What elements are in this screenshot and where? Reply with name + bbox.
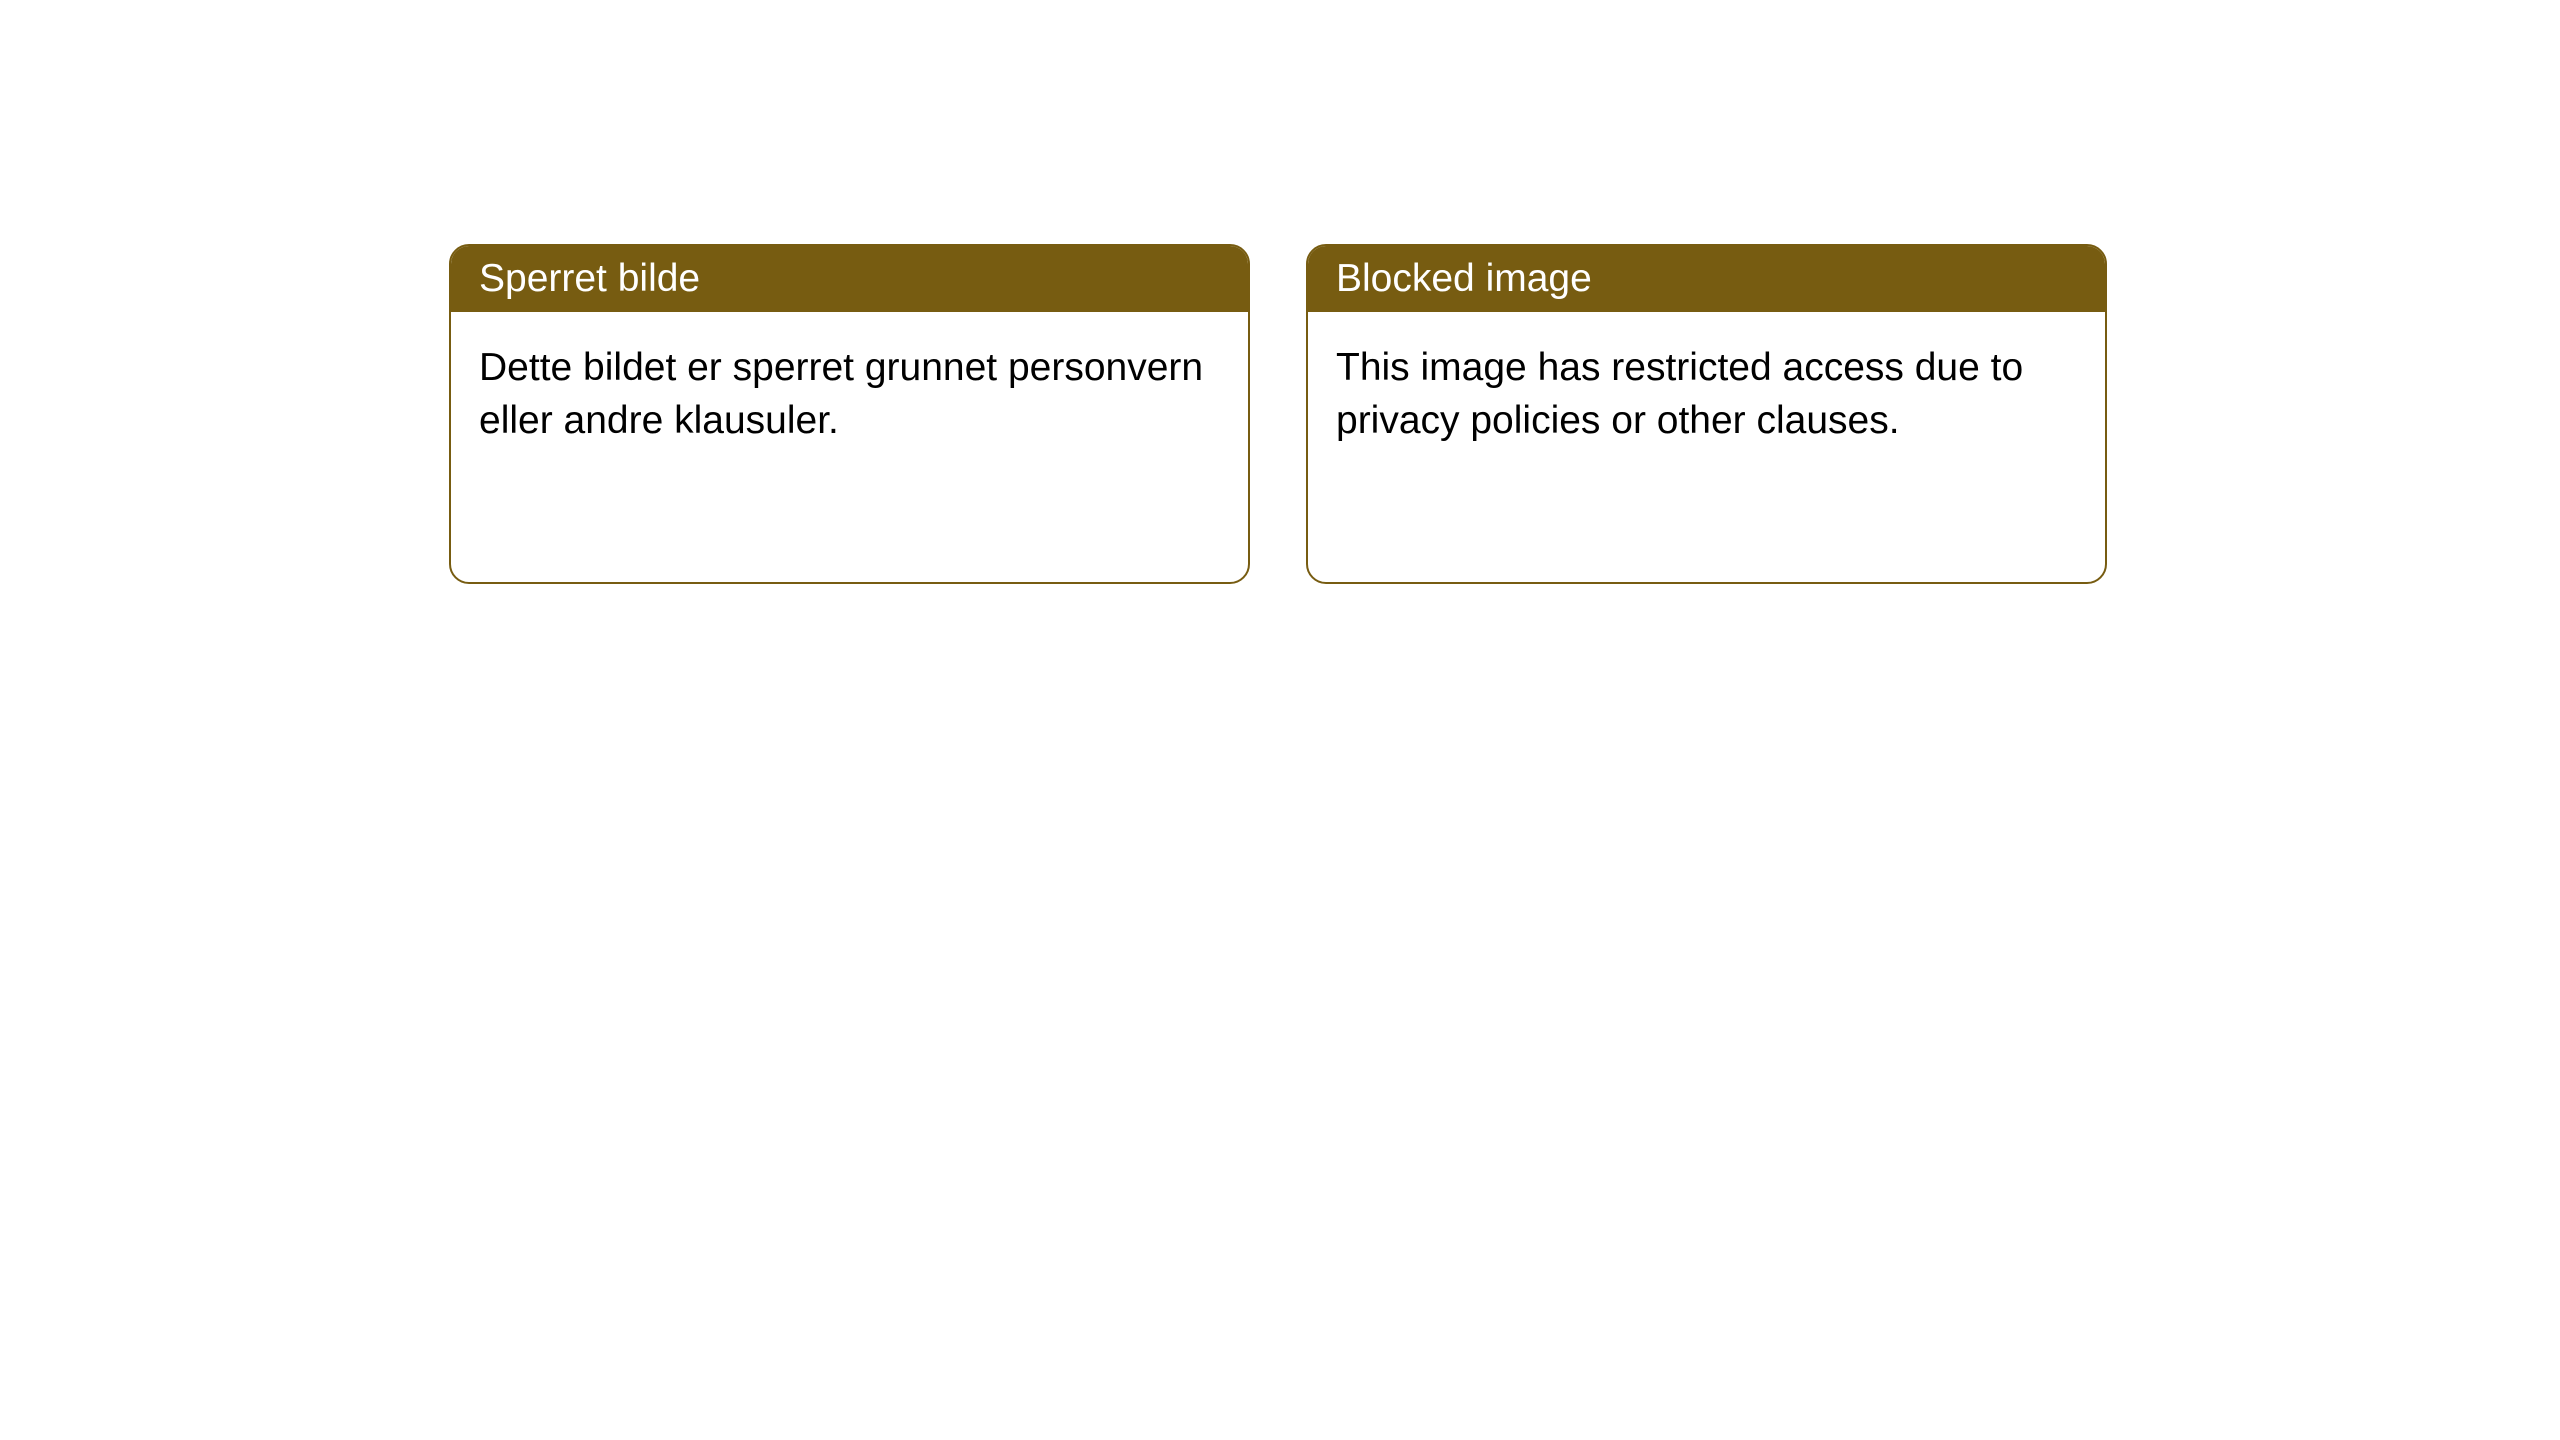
- notice-container: Sperret bilde Dette bildet er sperret gr…: [449, 244, 2107, 584]
- notice-body-text: Dette bildet er sperret grunnet personve…: [479, 346, 1203, 442]
- notice-card-english: Blocked image This image has restricted …: [1306, 244, 2107, 584]
- notice-header: Blocked image: [1308, 246, 2105, 312]
- notice-title: Blocked image: [1336, 257, 1592, 300]
- notice-body-text: This image has restricted access due to …: [1336, 346, 2023, 442]
- notice-header: Sperret bilde: [451, 246, 1248, 312]
- notice-body: Dette bildet er sperret grunnet personve…: [451, 312, 1248, 477]
- notice-title: Sperret bilde: [479, 257, 700, 300]
- notice-body: This image has restricted access due to …: [1308, 312, 2105, 477]
- notice-card-norwegian: Sperret bilde Dette bildet er sperret gr…: [449, 244, 1250, 584]
